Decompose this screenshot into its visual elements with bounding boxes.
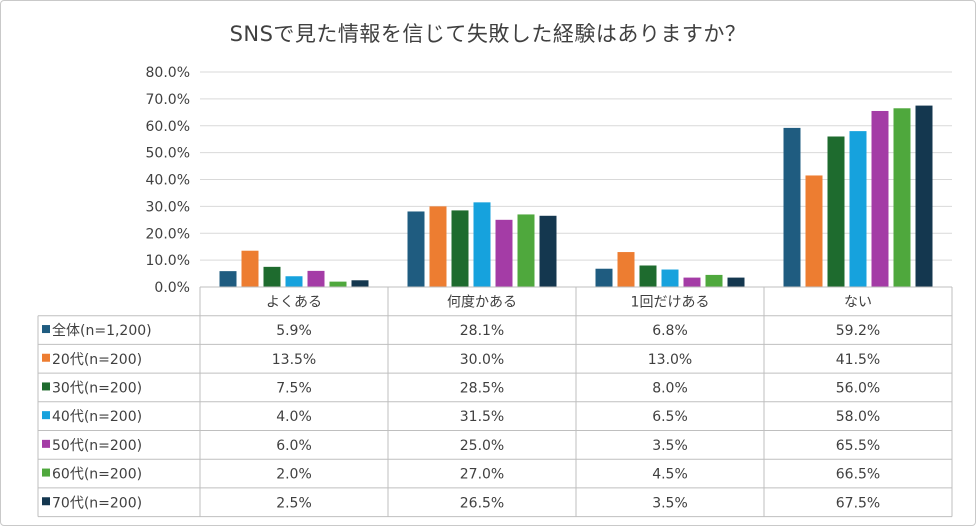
- table-cell: 4.0%: [276, 409, 312, 425]
- bar: [451, 210, 469, 287]
- legend-key: [42, 411, 50, 420]
- bar: [285, 276, 303, 287]
- y-tick-label: 30.0%: [146, 199, 190, 215]
- table-cell: 5.9%: [276, 323, 312, 339]
- bar: [263, 266, 281, 287]
- table-cell: 2.0%: [276, 467, 312, 483]
- bar: [329, 281, 347, 287]
- bar: [495, 219, 513, 287]
- table-cell: 67.5%: [836, 495, 880, 511]
- bar: [473, 202, 491, 287]
- bar: [407, 211, 425, 287]
- legend-label: 30代(n=200): [52, 380, 142, 396]
- table-cell: 66.5%: [836, 467, 880, 483]
- chart-title: SNSで見た情報を信じて失敗した経験はありますか？: [229, 22, 747, 46]
- legend-key: [42, 382, 50, 391]
- table-cell: 8.0%: [652, 380, 688, 396]
- bar: [915, 105, 933, 287]
- category-label: よくある: [266, 294, 322, 310]
- category-label: ない: [844, 294, 872, 310]
- bar: [683, 277, 701, 287]
- bar: [429, 206, 447, 287]
- table-cell: 65.5%: [836, 438, 880, 454]
- legend-label: 20代(n=200): [52, 352, 142, 368]
- bar: [893, 108, 911, 287]
- legend-key: [42, 353, 50, 362]
- legend-key: [42, 497, 50, 506]
- bar: [617, 252, 635, 287]
- legend-key: [42, 439, 50, 448]
- table-cell: 2.5%: [276, 495, 312, 511]
- table-cell: 41.5%: [836, 352, 880, 368]
- y-tick-label: 10.0%: [146, 253, 190, 269]
- table-cell: 13.5%: [272, 352, 316, 368]
- category-label: 1回だけある: [631, 294, 710, 310]
- table-cell: 6.0%: [276, 438, 312, 454]
- bar: [727, 277, 745, 287]
- bar: [827, 136, 845, 287]
- bar: [871, 110, 889, 287]
- table-cell: 3.5%: [652, 438, 688, 454]
- legend-key: [42, 325, 50, 334]
- bar: [351, 280, 369, 287]
- y-tick-label: 40.0%: [146, 173, 190, 189]
- table-cell: 4.5%: [652, 467, 688, 483]
- bar: [219, 271, 237, 287]
- bar: [307, 270, 325, 287]
- legend-label: 70代(n=200): [52, 495, 142, 511]
- table-cell: 31.5%: [460, 409, 504, 425]
- table-cell: 30.0%: [460, 352, 504, 368]
- table-cell: 58.0%: [836, 409, 880, 425]
- table-cell: 25.0%: [460, 438, 504, 454]
- category-label: 何度かある: [447, 294, 517, 310]
- bar: [241, 250, 259, 287]
- table-cell: 59.2%: [836, 323, 880, 339]
- table-cell: 13.0%: [648, 352, 692, 368]
- table-cell: 26.5%: [460, 495, 504, 511]
- bar: [595, 268, 613, 287]
- legend-key: [42, 468, 50, 477]
- table-cell: 6.5%: [652, 409, 688, 425]
- y-tick-label: 50.0%: [146, 146, 190, 162]
- y-tick-label: 70.0%: [146, 92, 190, 108]
- legend-label: 60代(n=200): [52, 467, 142, 483]
- y-tick-label: 0.0%: [154, 280, 190, 296]
- legend-label: 50代(n=200): [52, 438, 142, 454]
- table-cell: 6.8%: [652, 323, 688, 339]
- table-cell: 28.5%: [460, 380, 504, 396]
- bar: [639, 265, 657, 287]
- table-cell: 27.0%: [460, 467, 504, 483]
- bar: [849, 131, 867, 287]
- legend-label: 全体(n=1,200): [52, 322, 152, 339]
- bar: [661, 269, 679, 287]
- y-tick-label: 80.0%: [146, 65, 190, 81]
- y-tick-label: 20.0%: [146, 226, 190, 242]
- table-cell: 56.0%: [836, 380, 880, 396]
- table-cell: 7.5%: [276, 380, 312, 396]
- bar: [705, 274, 723, 287]
- bar: [539, 215, 557, 287]
- table-cell: 28.1%: [460, 323, 504, 339]
- bar: [805, 175, 823, 287]
- y-tick-label: 60.0%: [146, 119, 190, 135]
- table-cell: 3.5%: [652, 495, 688, 511]
- bar: [517, 214, 535, 287]
- legend-label: 40代(n=200): [52, 409, 142, 425]
- bar: [783, 127, 801, 288]
